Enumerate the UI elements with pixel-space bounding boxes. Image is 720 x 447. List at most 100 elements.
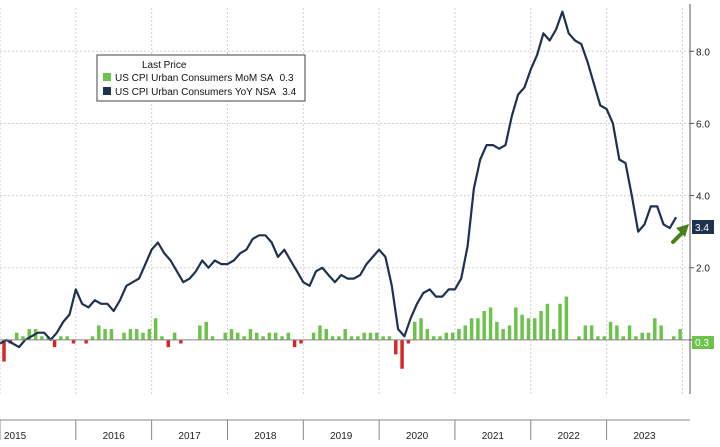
mom-bar [65,336,69,340]
mom-bar [280,336,284,340]
mom-bar [526,318,531,340]
mom-bar [627,325,632,340]
mom-bar [324,329,328,340]
mom-bar [621,336,625,340]
mom-bar [589,325,594,340]
mom-bar [551,329,556,340]
mom-bar [457,329,461,340]
mom-bar [267,332,272,340]
mom-bars [2,296,682,369]
mom-bar [413,321,417,340]
mom-bar [615,325,619,340]
mom-bar [166,339,171,348]
mom-bar [602,336,607,340]
y-tick-label: 2.0 [696,264,710,275]
yoy-line-layer [0,10,678,349]
yoy-line [0,10,678,349]
mom-bar [533,318,537,340]
mom-bar [141,332,145,340]
mom-bar [90,336,95,340]
mom-bar [375,332,379,340]
mom-bar [236,332,240,340]
mom-bar [349,336,354,340]
mom-bar [476,318,480,340]
mom-bar [103,329,107,340]
y-tick-label: 6.0 [696,119,710,130]
mom-bar [128,329,133,340]
mom-bar [501,329,505,340]
legend-entry-mom-name: US CPI Urban Consumers MoM SA [115,73,274,84]
mom-bar [583,325,588,340]
mom-bar [596,336,600,340]
mom-bar [564,296,569,340]
mom-bar [109,329,114,340]
mom-bar [318,325,322,340]
mom-bar [223,332,227,340]
legend-swatch-yoy [103,87,111,95]
mom-bar [400,339,404,369]
mom-bar [514,307,518,340]
x-tick-label: 2020 [406,431,429,442]
mom-bar [469,318,474,340]
mom-bar [394,339,398,355]
mom-bar [198,325,202,340]
legend-entry-mom-value: 0.3 [280,73,294,84]
mom-bar [40,336,44,340]
mom-bar [646,332,651,340]
mom-bar [179,339,183,344]
mom-bar [153,318,158,340]
last-value-badge-mom-text: 0.3 [695,338,709,349]
mom-bar [273,332,278,340]
last-value-badge-yoy-text: 3.4 [695,223,709,234]
mom-bar [356,336,360,340]
x-tick-label: 2015 [4,431,27,442]
legend: Last Price US CPI Urban Consumers MoM SA… [96,54,306,102]
mom-bar [558,303,562,340]
x-tick-label: 2016 [103,431,126,442]
mom-bar [608,321,613,340]
mom-bar [311,332,316,340]
mom-bar [147,329,152,340]
arrow-annotation [671,224,689,244]
x-tick-label: 2021 [482,431,505,442]
legend-entry-yoy: US CPI Urban Consumers YoY NSA 3.4 [115,87,297,98]
mom-bar [577,336,581,340]
mom-bar [254,332,259,340]
mom-bar [286,332,291,340]
x-tick-label: 2023 [633,431,656,442]
mom-bar [210,336,215,340]
mom-bar [242,336,246,340]
last-value-badge-yoy [692,220,714,234]
x-tick-label: 2022 [558,431,581,442]
mom-bar [122,332,126,340]
mom-bar [261,336,265,340]
mom-bar [672,336,676,340]
y-tick-label: 8.0 [696,47,710,58]
mom-bar [27,329,31,340]
arrow-head [676,224,689,237]
mom-bar [59,336,63,340]
mom-bar [229,329,234,340]
mom-bar [640,332,644,340]
mom-bar [653,318,657,340]
mom-bar [678,329,682,340]
mom-bar [387,336,392,340]
mom-bar [160,336,164,340]
mom-bar [520,314,524,340]
x-tick-label: 2018 [254,431,277,442]
mom-bar [450,332,455,340]
mom-bar [425,329,430,340]
mom-bar [419,318,423,340]
mom-bar [71,339,76,344]
mom-bar [343,329,347,340]
mom-bar [463,325,467,340]
x-tick-label: 2019 [330,431,353,442]
mom-bar [495,321,499,340]
mom-bar [21,336,25,340]
last-value-badge-mom [692,336,714,349]
mom-bar [97,325,101,340]
mom-bar [292,339,297,348]
mom-bar [330,336,335,340]
